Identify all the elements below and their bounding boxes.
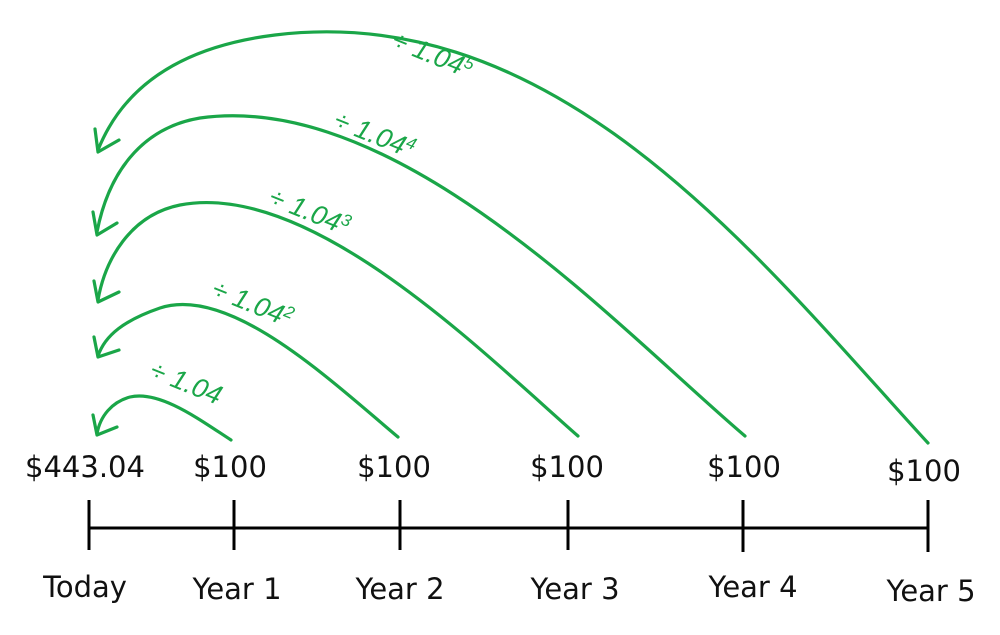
timeline-axis (87, 500, 930, 552)
cash-amounts: $443.04 $100 $100 $100 $100 $100 (25, 450, 961, 488)
arrowhead-year-5 (93, 127, 121, 154)
discount-factor-year-3: ÷ 1.043 (265, 182, 355, 242)
amount-today: $443.04 (25, 450, 145, 484)
discount-factor-year-1: ÷ 1.04 (146, 355, 227, 411)
period-label-year-3: Year 3 (529, 572, 619, 606)
discount-arrow-year-5 (96, 30, 930, 445)
period-label-year-1: Year 1 (191, 572, 281, 606)
amount-year-5: $100 (887, 454, 961, 488)
arrowhead-year-4 (91, 210, 119, 237)
period-label-year-2: Year 2 (354, 572, 444, 606)
arrowhead-year-1 (91, 413, 119, 437)
arrowhead-year-2 (92, 335, 121, 359)
discount-arrow-year-3 (96, 201, 580, 438)
period-labels: Today Year 1 Year 2 Year 3 Year 4 Year 5 (42, 570, 975, 608)
discount-arrow-year-4 (95, 114, 747, 438)
amount-year-1: $100 (193, 450, 267, 484)
period-label-year-5: Year 5 (885, 574, 975, 608)
discount-arrows (91, 30, 930, 445)
period-label-year-4: Year 4 (707, 570, 797, 604)
amount-year-3: $100 (530, 450, 604, 484)
arrowhead-year-3 (92, 279, 121, 304)
period-label-today: Today (42, 570, 127, 604)
discount-factor-year-5: ÷ 1.045 (388, 25, 478, 85)
amount-year-2: $100 (357, 450, 431, 484)
amount-year-4: $100 (707, 450, 781, 484)
discount-factor-year-4: ÷ 1.044 (330, 105, 419, 164)
discount-factor-labels: ÷ 1.04 ÷ 1.042 ÷ 1.043 ÷ 1.044 ÷ 1.045 (146, 25, 478, 411)
discount-arrow-year-2 (96, 302, 400, 439)
discount-arrow-year-1 (95, 394, 233, 442)
